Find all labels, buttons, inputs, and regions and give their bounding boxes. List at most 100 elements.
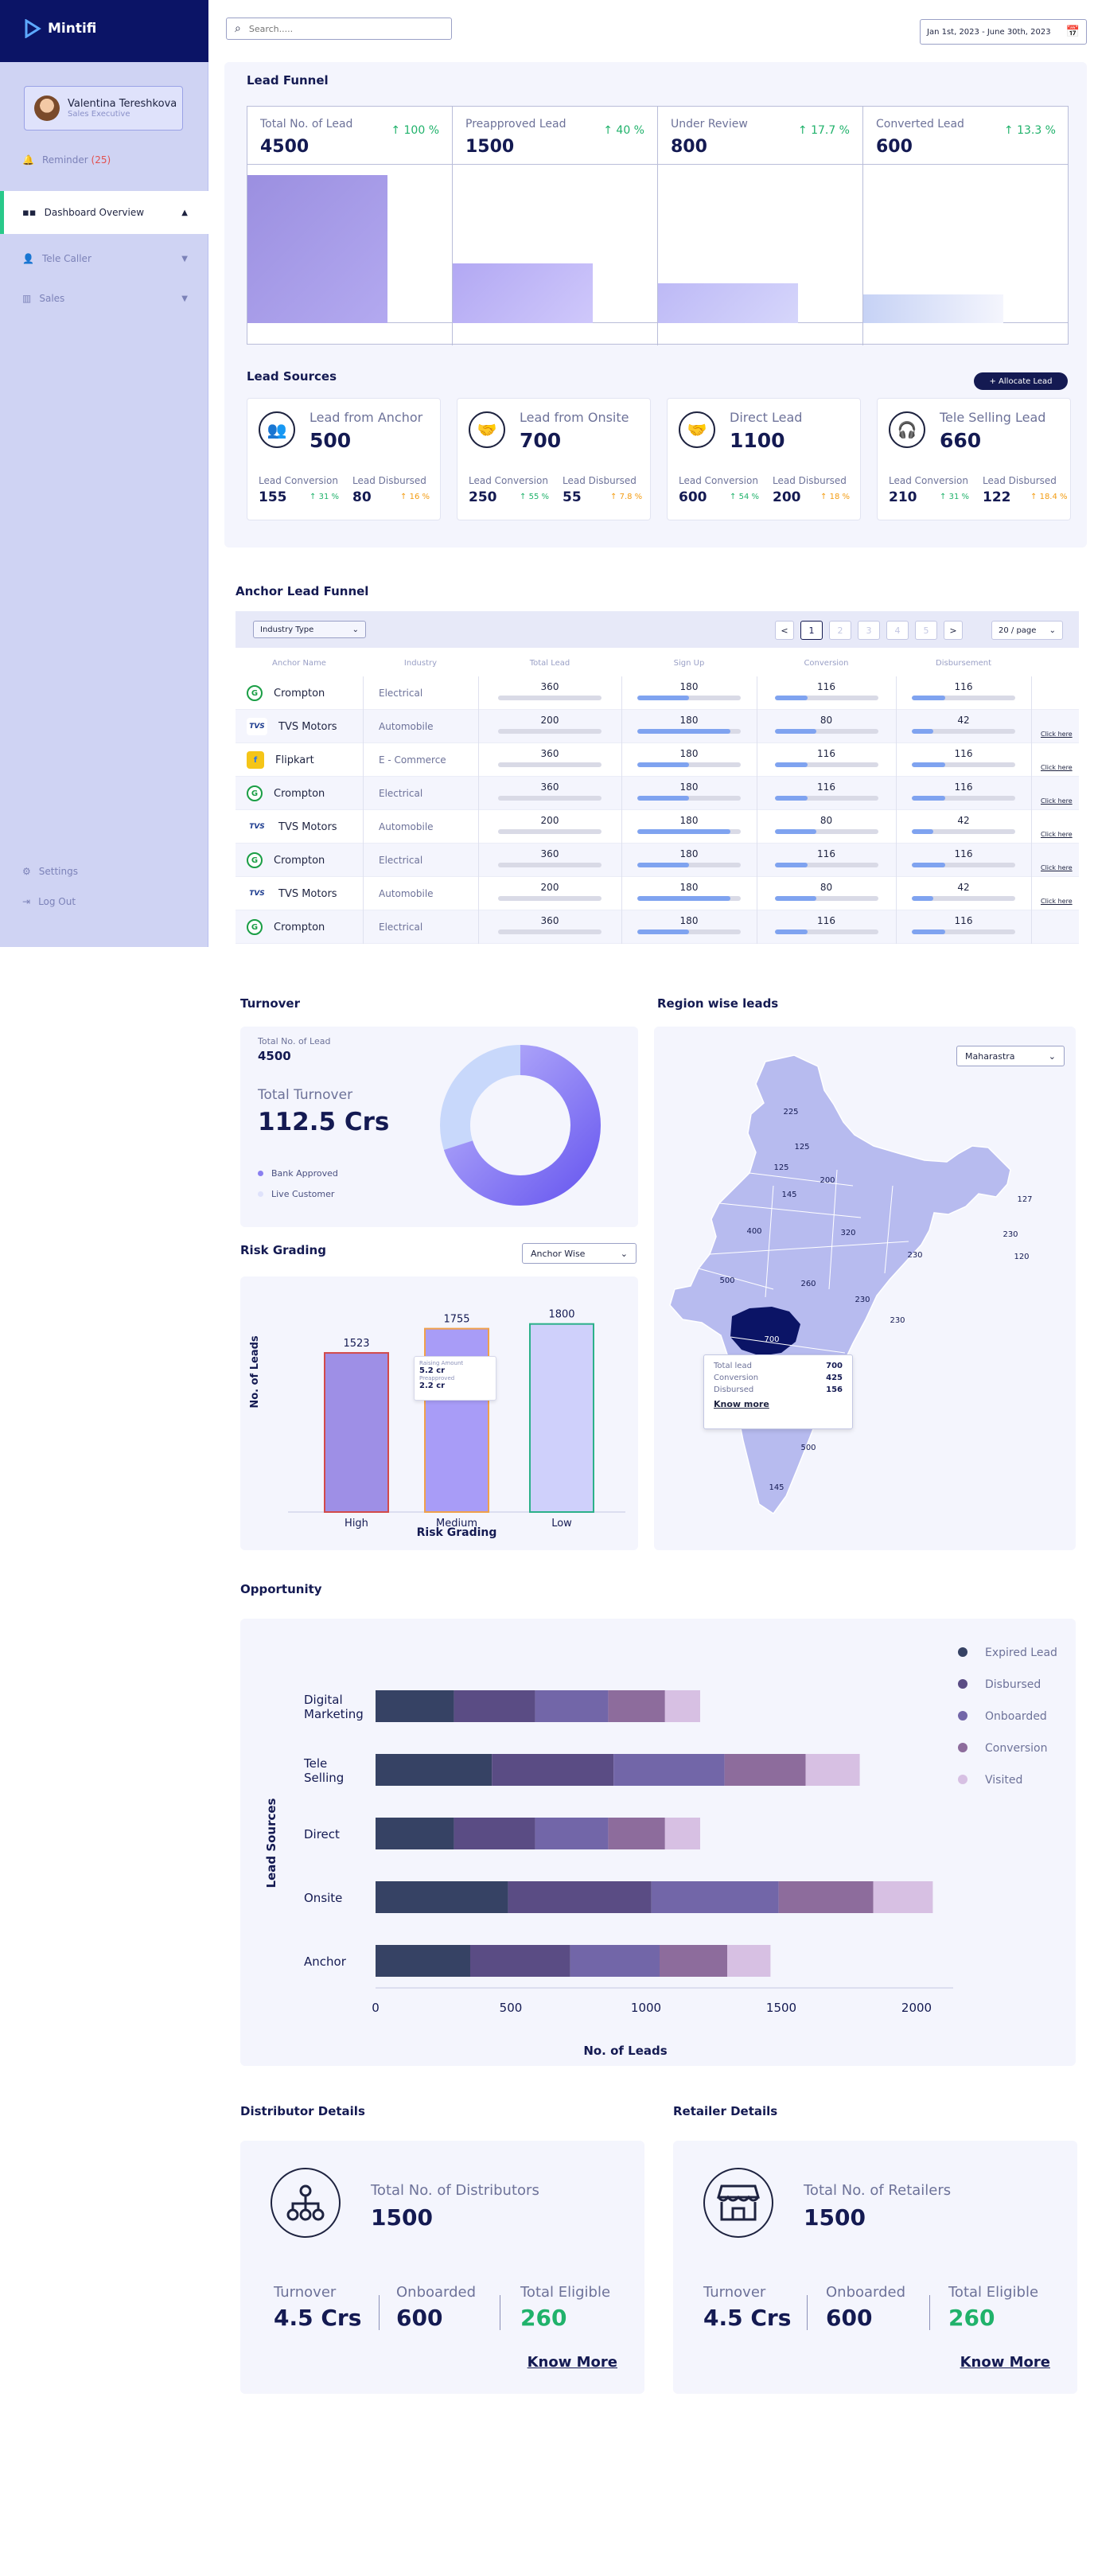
disbursed-value: 55: [563, 489, 582, 505]
click-here-link[interactable]: Click here: [1041, 730, 1073, 738]
state-select[interactable]: Maharastra ⌄: [956, 1046, 1065, 1066]
opportunity-segment[interactable]: [664, 1690, 700, 1722]
know-more-link[interactable]: Know More: [960, 2354, 1050, 2371]
click-here-link[interactable]: Click here: [1041, 897, 1073, 905]
opportunity-segment[interactable]: [660, 1945, 727, 1977]
opportunity-segment[interactable]: [454, 1818, 535, 1849]
table-row[interactable]: TVS TVS Motors Automobile 200 180 80 42 Click h…: [236, 877, 1079, 910]
table-row[interactable]: f Flipkart E - Commerce 360 180 116 116 Click h…: [236, 743, 1079, 777]
click-here-link[interactable]: Click here: [1041, 797, 1073, 805]
sidebar-item-reminder[interactable]: 🔔 Reminder (25): [0, 148, 208, 172]
opportunity-segment[interactable]: [727, 1945, 771, 1977]
signup-value: 180: [679, 915, 699, 926]
opportunity-segment[interactable]: [376, 1818, 454, 1849]
opportunity-segment[interactable]: [613, 1754, 725, 1786]
opportunity-segment[interactable]: [492, 1754, 614, 1786]
opportunity-segment[interactable]: [778, 1881, 874, 1913]
opportunity-segment[interactable]: [376, 1945, 470, 1977]
signup-value: 180: [679, 848, 699, 859]
next-page-button[interactable]: >: [944, 621, 963, 640]
distributor-total-value: 1500: [371, 2204, 433, 2231]
conv-value: 80: [820, 882, 833, 893]
page-1-button[interactable]: 1: [800, 621, 823, 640]
opportunity-segment[interactable]: [535, 1818, 609, 1849]
region-card: Maharastra ⌄ 225 125 125 200 145 400 320 230 127 2…: [654, 1027, 1076, 1550]
sidebar-item-settings[interactable]: ⚙ Settings: [0, 859, 208, 883]
progress-fill: [637, 863, 689, 867]
table-row[interactable]: TVS TVS Motors Automobile 200 180 80 42 Click h…: [236, 810, 1079, 844]
click-here-link[interactable]: Click here: [1041, 763, 1073, 771]
page-2-button[interactable]: 2: [829, 621, 851, 640]
flipkart-logo-icon: f: [247, 751, 264, 769]
risk-bar[interactable]: [324, 1352, 389, 1513]
lead-source-card[interactable]: 🎧 Tele Selling Lead 660 Lead Conversion Lead…: [877, 398, 1071, 520]
lead-source-card[interactable]: 🤝 Direct Lead 1100 Lead Conversion Lead Disb…: [667, 398, 861, 520]
reminder-label: Reminder: [41, 154, 88, 166]
source-value: 700: [520, 429, 562, 452]
industry-type-select[interactable]: Industry Type ⌄: [253, 621, 366, 638]
know-more-link[interactable]: Know more: [714, 1399, 769, 1409]
risk-bar-label: 1800: [548, 1309, 574, 1321]
know-more-link[interactable]: Know More: [527, 2354, 617, 2371]
table-row[interactable]: TVS TVS Motors Automobile 200 180 80 42 Click h…: [236, 710, 1079, 743]
opportunity-segment[interactable]: [664, 1818, 700, 1849]
anchor-name: Crompton: [274, 921, 325, 933]
opportunity-segment[interactable]: [608, 1818, 665, 1849]
prev-page-button[interactable]: <: [775, 621, 794, 640]
table-row[interactable]: G Crompton Electrical 360 180 116 116: [236, 910, 1079, 944]
opportunity-segment[interactable]: [651, 1881, 779, 1913]
industry-cell: Electrical: [379, 855, 423, 866]
opportunity-segment[interactable]: [535, 1690, 609, 1722]
sidebar-item-tele-caller[interactable]: 👤 Tele Caller ▼: [0, 247, 208, 271]
search-box[interactable]: ⌕: [226, 18, 452, 40]
industry-cell: E - Commerce: [379, 754, 446, 766]
column-header: Total Lead: [529, 659, 570, 668]
conversion-value: 600: [679, 489, 707, 505]
anchor-wise-select[interactable]: Anchor Wise ⌄: [522, 1243, 637, 1264]
funnel-value: 4500: [260, 137, 310, 157]
table-row[interactable]: G Crompton Electrical 360 180 116 116: [236, 676, 1079, 710]
lead-source-card[interactable]: 👥 Lead from Anchor 500 Lead Conversion Lead …: [247, 398, 441, 520]
opportunity-segment[interactable]: [805, 1754, 860, 1786]
opportunity-segment[interactable]: [454, 1690, 535, 1722]
click-here-link[interactable]: Click here: [1041, 830, 1073, 838]
table-row[interactable]: G Crompton Electrical 360 180 116 116 Click her…: [236, 777, 1079, 810]
region-value-label: 320: [840, 1229, 855, 1237]
date-range-picker[interactable]: Jan 1st, 2023 - June 30th, 2023 📅: [920, 19, 1087, 45]
page-5-button[interactable]: 5: [915, 621, 937, 640]
column-header: Anchor Name: [272, 659, 326, 668]
page-4-button[interactable]: 4: [886, 621, 909, 640]
opportunity-segment[interactable]: [608, 1690, 665, 1722]
allocate-lead-button[interactable]: + Allocate Lead: [974, 372, 1068, 390]
x-tick-label: 1000: [631, 2001, 661, 2015]
opportunity-segment[interactable]: [508, 1881, 652, 1913]
disb-value: 42: [957, 815, 970, 826]
lead-source-card[interactable]: 🤝 Lead from Onsite 700 Lead Conversion Lead …: [457, 398, 651, 520]
user-card[interactable]: Valentina Tereshkova Sales Executive: [24, 86, 183, 131]
sidebar-item-dashboard[interactable]: ▪▪ Dashboard Overview ▲: [0, 191, 208, 234]
opportunity-segment[interactable]: [376, 1690, 454, 1722]
sidebar-item-logout[interactable]: ⇥ Log Out: [0, 890, 208, 914]
opportunity-segment[interactable]: [570, 1945, 660, 1977]
opportunity-segment[interactable]: [724, 1754, 806, 1786]
table-row[interactable]: G Crompton Electrical 360 180 116 116 Click her…: [236, 844, 1079, 877]
opportunity-segment[interactable]: [470, 1945, 570, 1977]
search-input[interactable]: [248, 23, 424, 34]
app-logo[interactable]: Mintifi: [24, 19, 96, 38]
disbursed-label: Lead Disbursed: [563, 475, 637, 486]
onboarded-label: Onboarded: [396, 2284, 477, 2301]
disb-value: 42: [957, 715, 970, 726]
page-3-button[interactable]: 3: [858, 621, 880, 640]
x-tick-label: 500: [500, 2001, 523, 2015]
click-here-link[interactable]: Click here: [1041, 863, 1073, 871]
anchor-name-cell: TVS TVS Motors: [247, 877, 337, 910]
total-value: 360: [540, 781, 559, 793]
opportunity-segment[interactable]: [376, 1881, 508, 1913]
source-title: Tele Selling Lead: [940, 410, 1046, 425]
page-size-select[interactable]: 20 / page ⌄: [991, 621, 1063, 640]
risk-bar[interactable]: [529, 1323, 594, 1513]
opportunity-segment[interactable]: [873, 1881, 933, 1913]
opportunity-segment[interactable]: [376, 1754, 492, 1786]
total-value: 360: [540, 848, 559, 859]
sidebar-item-sales[interactable]: ▥ Sales ▼: [0, 286, 208, 310]
